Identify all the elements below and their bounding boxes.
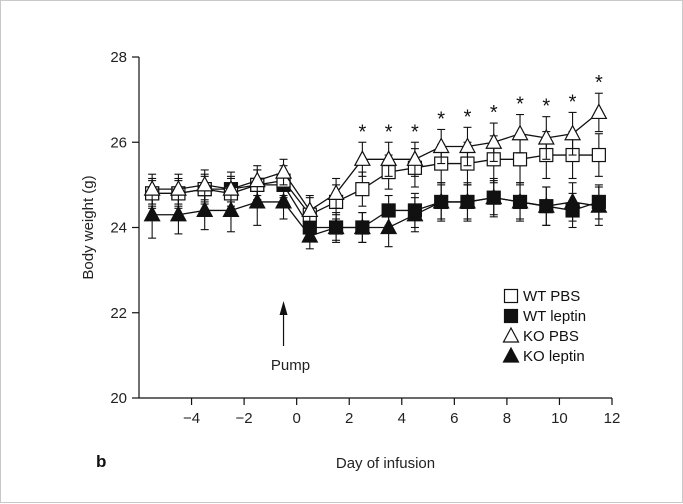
series-line — [152, 111, 600, 212]
data-point — [512, 152, 528, 167]
data-point — [222, 179, 240, 196]
x-tick-label: −4 — [183, 410, 200, 427]
data-point — [381, 203, 396, 218]
significance-star: * — [464, 106, 472, 128]
x-axis-title: Day of infusion — [336, 455, 435, 472]
legend-label: KO PBS — [523, 328, 579, 345]
legend: WT PBS WT leptin KO PBS KO leptin — [502, 288, 586, 365]
significance-star: * — [490, 102, 498, 124]
data-point — [196, 175, 214, 192]
legend-label: WT leptin — [523, 308, 586, 325]
data-point — [327, 184, 345, 200]
pump-arrow-head — [279, 301, 288, 315]
data-point — [275, 192, 293, 209]
data-point — [169, 205, 187, 222]
data-point — [248, 192, 266, 209]
data-point — [407, 203, 423, 218]
data-point — [460, 194, 475, 210]
x-tick-label: 12 — [604, 410, 621, 427]
data-point — [143, 179, 161, 196]
y-tick-label: 28 — [110, 49, 127, 66]
significance-star: * — [516, 94, 524, 116]
series-ko-pbs — [143, 92, 608, 226]
data-point — [565, 203, 580, 218]
data-point — [328, 220, 344, 235]
y-tick-label: 24 — [110, 220, 127, 237]
series-wt-pbs — [145, 131, 606, 233]
data-point — [590, 103, 608, 120]
data-point — [169, 179, 187, 196]
significance-star: * — [595, 72, 603, 94]
data-point — [432, 137, 450, 154]
x-tick-label: 0 — [292, 410, 300, 427]
data-point — [485, 132, 503, 149]
data-point — [537, 128, 555, 145]
data-point — [511, 124, 529, 141]
data-point — [512, 194, 528, 210]
y-tick-label: 20 — [110, 390, 127, 407]
significance-star: * — [411, 121, 419, 143]
data-point — [564, 124, 582, 141]
x-tick-label: 6 — [450, 410, 458, 427]
panel-label: b — [96, 452, 106, 471]
legend-label: WT PBS — [523, 288, 580, 305]
data-point — [355, 182, 370, 197]
data-point — [591, 194, 606, 210]
legend-marker — [503, 288, 519, 304]
data-point — [591, 147, 606, 163]
legend-marker — [502, 326, 520, 343]
data-point — [380, 218, 398, 235]
y-axis-title: Body weight (g) — [80, 175, 97, 279]
y-tick-label: 26 — [110, 134, 127, 151]
data-point — [248, 171, 266, 188]
legend-label: KO leptin — [523, 348, 585, 365]
significance-star: * — [358, 121, 366, 143]
y-tick-label: 22 — [110, 305, 127, 322]
data-point — [486, 190, 501, 205]
significance-star: * — [385, 121, 393, 143]
data-point — [406, 150, 424, 166]
data-point — [539, 199, 554, 214]
data-point — [143, 205, 161, 222]
significance-star: * — [542, 96, 550, 118]
data-point — [222, 201, 240, 218]
data-point — [301, 201, 319, 218]
x-tick-label: 8 — [503, 410, 511, 427]
x-tick-label: −2 — [236, 410, 253, 427]
data-point — [380, 150, 398, 166]
x-tick-label: 10 — [551, 410, 568, 427]
legend-marker — [502, 346, 520, 363]
data-point — [458, 137, 476, 154]
significance-star: * — [569, 91, 577, 113]
data-point — [434, 194, 449, 210]
data-point — [353, 150, 371, 166]
legend-marker — [503, 308, 519, 324]
x-tick-label: 2 — [345, 410, 353, 427]
pump-label: Pump — [271, 357, 310, 374]
data-point — [275, 162, 293, 179]
x-tick-label: 4 — [398, 410, 406, 427]
data-point — [355, 220, 370, 235]
significance-star: * — [437, 108, 445, 130]
series-line — [152, 154, 599, 216]
data-point — [196, 201, 214, 218]
